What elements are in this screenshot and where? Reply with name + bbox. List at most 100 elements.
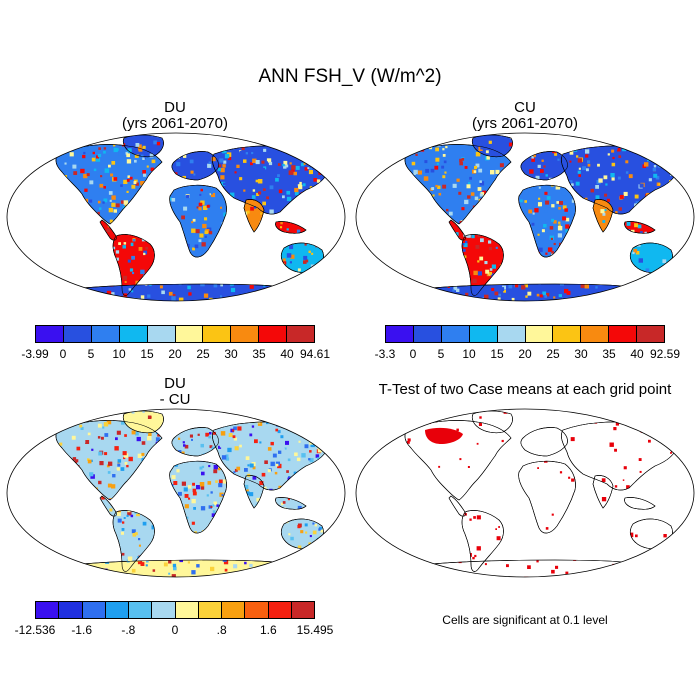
du-colorbar-tick-label: 10 [112, 347, 126, 361]
significance-note: Cells are significant at 0.1 level [442, 613, 608, 627]
ttest-field-texture [395, 411, 677, 577]
cu-colorbar-swatch [413, 326, 442, 342]
cu-colorbar-tick-label: 0 [409, 347, 417, 361]
diff-panel-name: DU [164, 375, 186, 392]
du-colorbar-tick-label: 35 [252, 347, 266, 361]
du-colorbar [35, 325, 315, 343]
diff-colorbar [35, 601, 315, 619]
du-colorbar-swatch [119, 326, 148, 342]
ttest-map-svg [355, 408, 695, 578]
diff-colorbar-tick-label: 1.6 [259, 623, 277, 637]
du-colorbar-tick-label: 40 [280, 347, 294, 361]
diff-map-svg [6, 408, 346, 578]
diff-colorbar-swatch [36, 602, 60, 618]
ttest-map [355, 408, 695, 578]
du-panel-title: DU (yrs 2061-2070) [35, 100, 315, 132]
du-colorbar-swatch [175, 326, 204, 342]
du-colorbar-swatch [36, 326, 64, 342]
du-colorbar-swatch [203, 326, 232, 342]
cu-colorbar-tick-label: 25 [546, 347, 560, 361]
cu-colorbar-swatch [525, 326, 554, 342]
du-colorbar-tick-label: -3.99 [21, 347, 49, 361]
figure-title: ANN FSH_V (W/m^2) [258, 66, 442, 87]
continent-af [518, 460, 576, 534]
cu-panel-name: CU [514, 99, 536, 116]
continent-au [629, 518, 673, 550]
du-panel-name: DU [164, 99, 186, 116]
du-colorbar-tick-label: 30 [224, 347, 238, 361]
du-colorbar-swatch [91, 326, 120, 342]
diff-colorbar-swatch [198, 602, 222, 618]
cu-colorbar-swatch [637, 326, 665, 342]
du-colorbar-labels: -3.99 0 5 10 15 20 25 30 35 40 94.61 [21, 347, 330, 361]
continent-an [45, 559, 317, 577]
diff-colorbar-swatch [291, 602, 314, 618]
diff-colorbar-tick-label: -1.6 [71, 623, 92, 637]
diff-colorbar-tick-label: .8 [216, 623, 227, 637]
cu-map-svg [355, 132, 695, 302]
diff-colorbar-swatch [82, 602, 106, 618]
continent-au [629, 242, 673, 274]
du-colorbar-swatch [147, 326, 176, 342]
cu-colorbar-tick-label: 20 [518, 347, 532, 361]
cu-colorbar-tick-label: 92.59 [649, 347, 681, 361]
diff-colorbar-tick-label: 0 [171, 623, 179, 637]
cu-panel-title: CU (yrs 2061-2070) [385, 100, 665, 132]
diff-map-boundary [6, 408, 346, 578]
du-map-boundary [6, 132, 346, 302]
continent-as [212, 421, 329, 491]
du-colorbar-swatch [231, 326, 260, 342]
ttest-panel-title: T-Test of two Case means at each grid po… [378, 381, 672, 398]
continent-sa [461, 510, 504, 572]
cu-colorbar-tick-label: 40 [630, 347, 644, 361]
continent-au [280, 518, 324, 550]
du-map [6, 132, 346, 302]
cu-map-boundary [355, 132, 695, 302]
cu-colorbar-swatch [581, 326, 610, 342]
cu-colorbar-tick-label: 10 [462, 347, 476, 361]
diff-colorbar-tick-label: -12.536 [14, 623, 56, 637]
continent-sea [624, 497, 656, 510]
cu-colorbar-tick-label: 35 [602, 347, 616, 361]
diff-colorbar-swatch [129, 602, 153, 618]
diff-panel-title: DU - CU [35, 376, 315, 408]
du-colorbar-swatch [259, 326, 288, 342]
diff-colorbar-tick-label: 15.495 [296, 623, 334, 637]
diff-colorbar-swatch [105, 602, 129, 618]
cu-colorbar-tick-label: 5 [437, 347, 445, 361]
du-colorbar-tick-label: 5 [87, 347, 95, 361]
diff-colorbar-labels: -12.536 -1.6 -.8 0 .8 1.6 15.495 [15, 623, 334, 637]
cu-colorbar-swatch [386, 326, 414, 342]
cu-colorbar-swatch [469, 326, 498, 342]
cu-colorbar-tick-label: 15 [490, 347, 504, 361]
du-panel-subtitle: (yrs 2061-2070) [122, 115, 228, 132]
cu-colorbar-labels: -3.3 0 5 10 15 20 25 30 35 40 92.59 [375, 347, 680, 361]
cu-colorbar-swatch [553, 326, 582, 342]
du-colorbar-tick-label: 94.61 [299, 347, 331, 361]
diff-map [6, 408, 346, 578]
du-colorbar-tick-label: 20 [168, 347, 182, 361]
diff-colorbar-swatch [222, 602, 246, 618]
cu-colorbar-swatch [609, 326, 638, 342]
du-colorbar-tick-label: 15 [140, 347, 154, 361]
cu-colorbar-swatch [497, 326, 526, 342]
diff-colorbar-swatch [152, 602, 176, 618]
cu-colorbar-swatch [441, 326, 470, 342]
diff-colorbar-swatch [175, 602, 199, 618]
cu-colorbar-tick-label: -3.3 [374, 347, 396, 361]
du-colorbar-swatch [63, 326, 92, 342]
du-colorbar-tick-label: 25 [196, 347, 210, 361]
cu-panel-subtitle: (yrs 2061-2070) [472, 115, 578, 132]
cu-map [355, 132, 695, 302]
diff-colorbar-swatch [59, 602, 83, 618]
continent-au [280, 242, 324, 274]
cu-colorbar [385, 325, 665, 343]
continent-as [561, 421, 678, 491]
diff-colorbar-tick-label: -.8 [121, 623, 136, 637]
diff-panel-subtitle: - CU [159, 391, 191, 408]
ttest-map-boundary [355, 408, 695, 578]
cu-colorbar-tick-label: 30 [574, 347, 588, 361]
du-colorbar-tick-label: 0 [59, 347, 67, 361]
diff-colorbar-swatch [245, 602, 269, 618]
du-colorbar-swatch [287, 326, 315, 342]
